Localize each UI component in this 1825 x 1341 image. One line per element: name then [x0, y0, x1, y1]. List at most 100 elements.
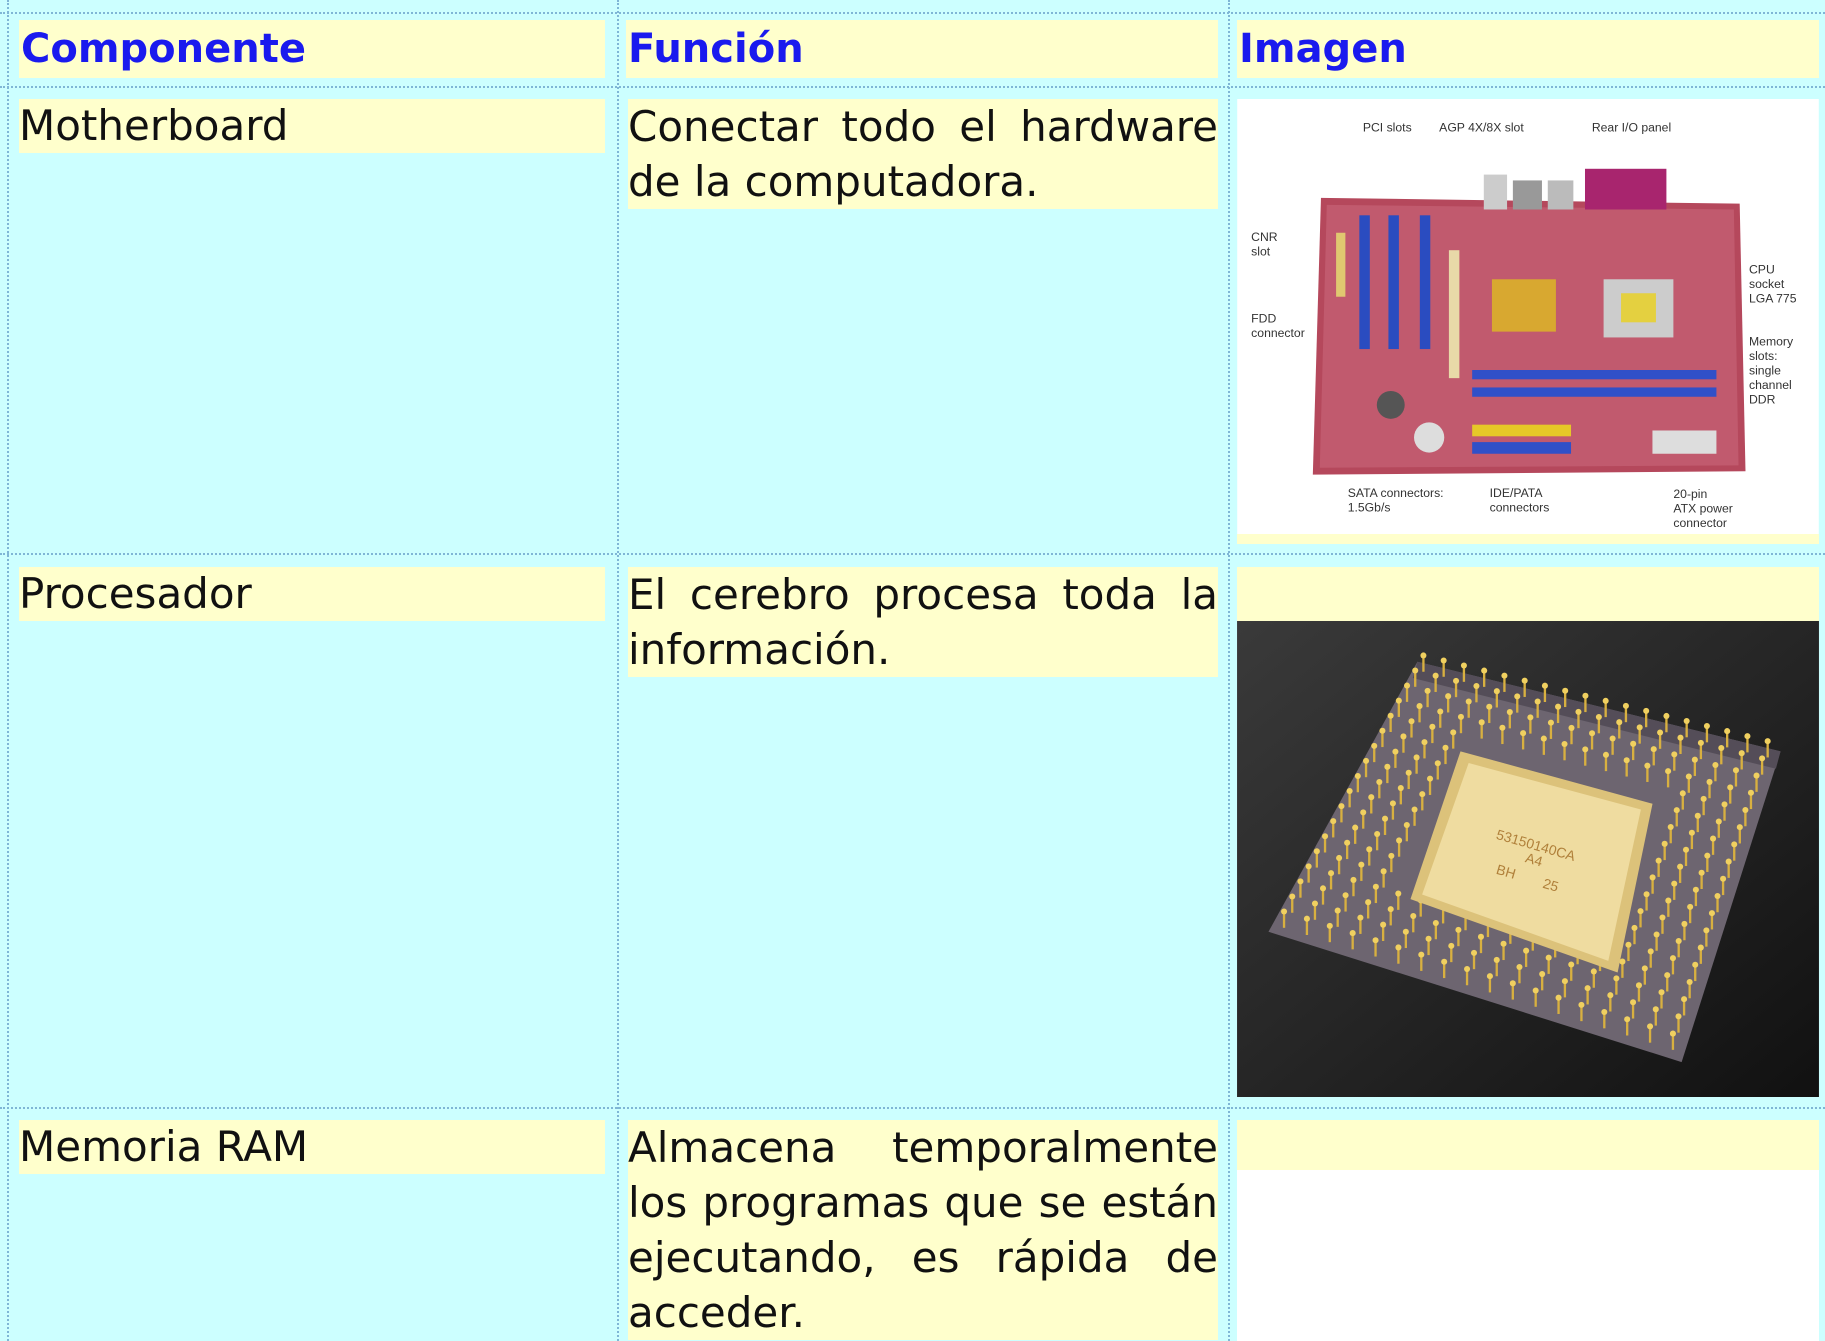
pin-head — [1326, 922, 1333, 929]
highlight — [1237, 567, 1819, 621]
pin-head — [1616, 719, 1623, 726]
pin-head — [1350, 876, 1357, 883]
pin-head — [1582, 746, 1589, 753]
pin-head — [1493, 688, 1500, 695]
pin-head — [1708, 910, 1715, 917]
col-border — [7, 0, 9, 1341]
pin-head — [1416, 703, 1423, 710]
row-border — [0, 12, 1825, 14]
pin-head — [1450, 729, 1457, 736]
pin-head — [1448, 942, 1455, 949]
pin-head — [1392, 748, 1399, 755]
pin-head — [1509, 980, 1516, 987]
pin-head — [1297, 878, 1304, 885]
pin-head — [1647, 1023, 1654, 1030]
image-label: FDD — [1251, 311, 1276, 325]
pin-head — [1445, 693, 1452, 700]
pin-head — [1694, 812, 1701, 819]
pin-head — [1387, 712, 1394, 719]
pin-head — [1555, 994, 1562, 1001]
pin-head — [1303, 915, 1310, 922]
pin-head — [1413, 754, 1420, 761]
pin-head — [1675, 1013, 1682, 1020]
pin-head — [1673, 807, 1680, 814]
pin-head — [1437, 708, 1444, 715]
pin-head — [1328, 870, 1335, 877]
pin-head — [1371, 742, 1378, 749]
image-label: connectors — [1490, 500, 1550, 514]
component-cell: Memoria RAM — [19, 1120, 605, 1174]
pin-head — [1411, 806, 1418, 813]
pin-head — [1342, 892, 1349, 899]
pin-head — [1602, 751, 1609, 758]
pin-head — [1595, 714, 1602, 721]
image-label: PCI slots — [1363, 121, 1412, 135]
pin-head — [1380, 868, 1387, 875]
pin-head — [1575, 708, 1582, 715]
pin-head — [1712, 761, 1719, 769]
pin-head — [1630, 999, 1637, 1006]
pin-head — [1691, 756, 1698, 763]
pin-head — [1395, 944, 1402, 951]
image-placeholder — [1237, 1170, 1819, 1341]
pin-head — [1521, 677, 1528, 684]
pin-head — [1643, 891, 1650, 898]
pin-head — [1349, 930, 1356, 937]
pin-head — [1609, 735, 1616, 742]
image-label: AGP 4X/8X slot — [1439, 121, 1524, 135]
pin-head — [1661, 840, 1668, 847]
pin-head — [1382, 815, 1389, 822]
pin-head — [1412, 667, 1419, 674]
pin-head — [1602, 697, 1609, 704]
pin-head — [1313, 848, 1320, 855]
pin-head — [1667, 823, 1674, 831]
pin-head — [1396, 837, 1403, 844]
pin-head — [1418, 951, 1425, 958]
pin-head — [1590, 968, 1597, 975]
pin-head — [1665, 768, 1672, 775]
pin-head — [1601, 1009, 1608, 1016]
pin-head — [1555, 703, 1562, 710]
image-label: slots: — [1749, 349, 1777, 363]
pin-head — [1363, 757, 1370, 764]
pin-head — [1706, 778, 1713, 785]
pin-head — [1561, 740, 1568, 748]
pin-head — [1506, 709, 1513, 716]
pin-head — [1649, 874, 1656, 881]
pin-head — [1692, 886, 1699, 893]
header-cell: Imagen — [1237, 20, 1819, 78]
pin-head — [1582, 692, 1589, 699]
pin-head — [1403, 821, 1410, 829]
pin-head — [1408, 718, 1415, 725]
pin-head — [1624, 1016, 1631, 1023]
pin-head — [1486, 703, 1493, 710]
pin-head — [1380, 921, 1387, 928]
image-label: ATX power — [1673, 501, 1732, 515]
pin-head — [1764, 738, 1771, 745]
pin-head — [1387, 906, 1394, 913]
pin-head — [1395, 697, 1402, 704]
pin-head — [1718, 745, 1725, 752]
pin-head — [1738, 750, 1745, 757]
pin-head — [1404, 682, 1411, 689]
pin-head — [1501, 672, 1508, 679]
pin-head — [1744, 733, 1751, 740]
image-label: IDE/PATA — [1490, 486, 1544, 500]
pin-head — [1534, 698, 1541, 705]
pin-head — [1658, 989, 1665, 996]
pin-head — [1352, 824, 1359, 831]
pin-head — [1647, 948, 1654, 955]
chip-marking: BH — [1495, 861, 1518, 882]
pin-head — [1578, 1001, 1585, 1008]
pin-head — [1486, 973, 1493, 980]
pin-head — [1657, 729, 1664, 736]
pin-head — [1669, 1030, 1676, 1037]
pin-head — [1500, 940, 1507, 947]
image-label: connector — [1673, 516, 1727, 530]
pin-head — [1727, 784, 1734, 791]
chip-marking: A4 — [1524, 849, 1545, 869]
pin-head — [1700, 795, 1707, 802]
image-label: slot — [1251, 244, 1271, 258]
pin-head — [1643, 707, 1650, 714]
